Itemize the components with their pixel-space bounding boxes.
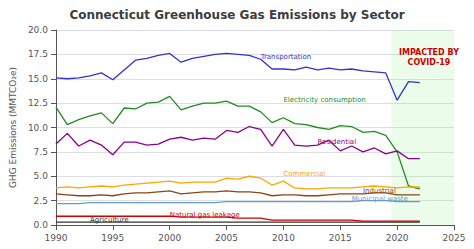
svg-text:Transportation: Transportation (260, 53, 312, 61)
svg-text:Residential: Residential (318, 138, 357, 146)
svg-text:7.5: 7.5 (34, 147, 48, 157)
svg-text:10.0: 10.0 (28, 123, 48, 133)
svg-text:2000: 2000 (158, 233, 181, 243)
svg-text:Agriculture: Agriculture (90, 216, 128, 224)
svg-text:20.0: 20.0 (28, 25, 48, 35)
svg-text:Connecticut Greenhouse Gas Emi: Connecticut Greenhouse Gas Emissions by … (69, 8, 404, 22)
svg-text:2015: 2015 (329, 233, 352, 243)
svg-text:2010: 2010 (272, 233, 295, 243)
svg-text:15.0: 15.0 (28, 74, 48, 84)
svg-text:1995: 1995 (101, 233, 124, 243)
svg-text:1990: 1990 (44, 233, 67, 243)
svg-text:Industrial: Industrial (363, 187, 396, 195)
svg-text:2.5: 2.5 (34, 196, 48, 206)
svg-text:2005: 2005 (215, 233, 238, 243)
svg-text:0.0: 0.0 (34, 220, 49, 230)
svg-text:17.5: 17.5 (28, 49, 48, 59)
svg-text:12.5: 12.5 (28, 98, 48, 108)
svg-text:IMPACTED BY: IMPACTED BY (399, 48, 459, 57)
svg-text:Commercial: Commercial (283, 170, 325, 178)
svg-text:GHG Emissions (MMTCO₂e): GHG Emissions (MMTCO₂e) (8, 67, 18, 188)
svg-text:5.0: 5.0 (34, 171, 49, 181)
svg-text:Natural gas leakage: Natural gas leakage (170, 211, 240, 219)
svg-text:COVID-19: COVID-19 (408, 58, 451, 67)
svg-text:2020: 2020 (386, 233, 409, 243)
svg-text:Electricity consumption: Electricity consumption (283, 96, 365, 104)
svg-text:2025: 2025 (443, 233, 466, 243)
svg-text:Municipal waste: Municipal waste (352, 195, 408, 203)
